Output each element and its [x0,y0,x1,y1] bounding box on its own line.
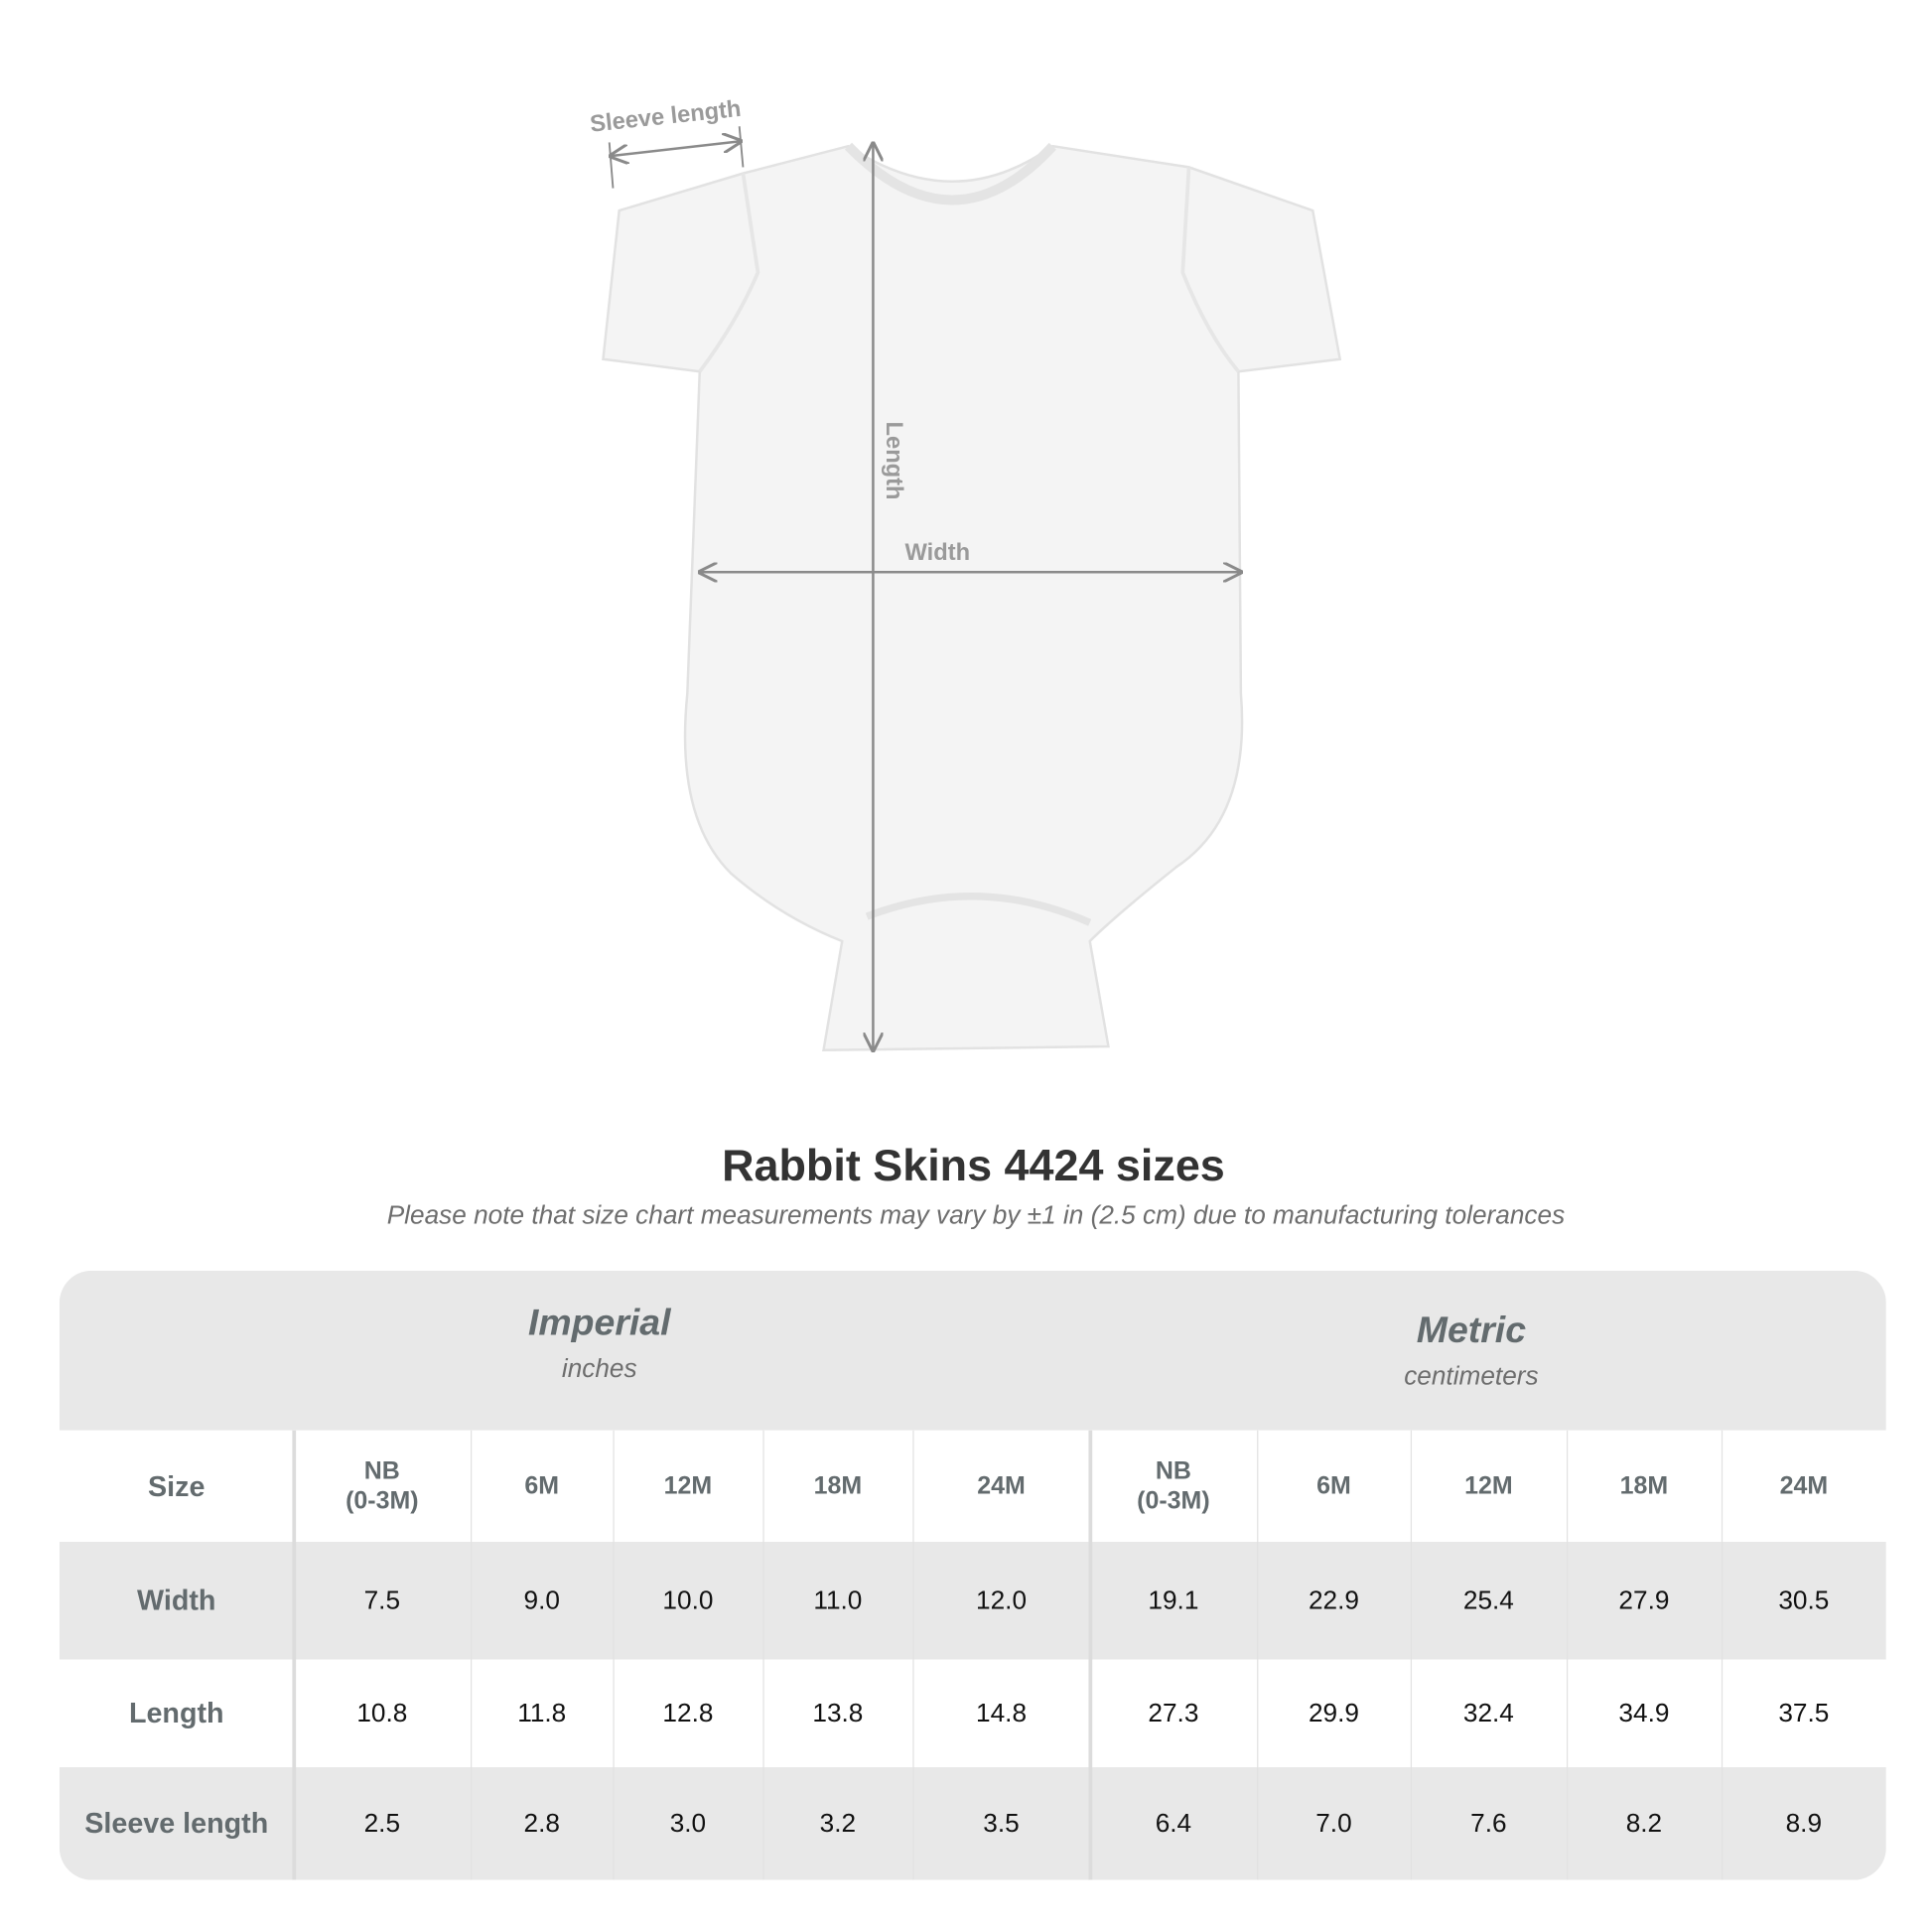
table-row-length: Length 10.8 11.8 12.8 13.8 14.8 27.3 29.9 32.4 34… [59,1659,1886,1768]
table-cell: 27.9 [1618,1586,1670,1614]
table-cell: 2.5 [363,1808,401,1838]
column-divider [1257,1430,1259,1880]
row-label: Width [137,1584,216,1616]
sleeve-length-label: Sleeve length [589,96,743,138]
size-column-header: 18M [813,1472,863,1500]
size-column-header: 6M [1316,1472,1351,1500]
chart-title: Rabbit Skins 4424 sizes [722,1139,1225,1190]
table-cell: 12.0 [976,1586,1028,1614]
size-column-header: 12M [1464,1472,1513,1500]
onesie-diagram: Sleeve length Length Width [589,96,1342,1090]
table-row-sleeve-length: Sleeve length 2.5 2.8 3.0 3.2 3.5 6.4 7.0 7.6 8.2… [59,1767,1886,1880]
size-column-header: 24M [1779,1472,1829,1500]
table-cell: 25.4 [1462,1586,1514,1614]
table-cell: 13.8 [812,1698,864,1727]
metric-header: Metric centimeters [1286,1311,1657,1392]
table-cell: 12.8 [662,1698,714,1727]
table-cell: 11.8 [517,1698,567,1727]
unit-header: Imperial inches Metric centimeters [59,1270,1886,1431]
imperial-title: Imperial [527,1303,671,1344]
table-cell: 6.4 [1155,1808,1192,1838]
row-label: Sleeve length [84,1806,269,1840]
table-cell: 8.9 [1785,1808,1823,1838]
size-column-header: 6M [524,1472,560,1500]
table-cell: 8.2 [1625,1808,1663,1838]
column-divider [613,1430,615,1880]
column-divider [912,1430,914,1880]
size-header-row: Size NB (0-3M) 6M 12M 18M 24M NB (0-3M) 6M 12M 18… [59,1430,1886,1543]
size-column-header: 18M [1619,1472,1669,1500]
table-cell: 7.0 [1315,1808,1352,1838]
table-cell: 14.8 [976,1698,1028,1727]
table-cell: 7.5 [363,1586,401,1614]
onesie-shape [602,142,1342,1052]
metric-title: Metric [1416,1310,1527,1351]
table-cell: 27.3 [1148,1698,1199,1727]
size-column-header: NB (0-3M) [345,1457,419,1515]
column-divider [762,1430,764,1880]
column-divider [1566,1430,1569,1880]
imperial-header: Imperial inches [414,1303,785,1384]
size-table: Imperial inches Metric centimeters Size N… [59,1270,1886,1880]
table-cell: 11.0 [813,1586,863,1614]
table-cell: 3.0 [669,1808,707,1838]
metric-unit: centimeters [1404,1362,1539,1391]
table-cell: 29.9 [1308,1698,1359,1727]
column-divider [471,1430,473,1880]
table-cell: 3.2 [819,1808,857,1838]
row-label: Length [128,1696,224,1729]
column-divider [1088,1430,1093,1880]
table-cell: 19.1 [1148,1586,1199,1614]
sleeve-length-arrow [611,141,741,156]
table-cell: 22.9 [1308,1586,1359,1614]
tolerance-note: Please note that size chart measurements… [386,1200,1566,1230]
table-cell: 34.9 [1618,1698,1670,1727]
imperial-unit: inches [561,1354,637,1384]
length-label: Length [881,422,906,500]
table-cell: 32.4 [1462,1698,1514,1727]
size-column-header: NB (0-3M) [1137,1457,1210,1515]
table-cell: 10.0 [662,1586,714,1614]
table-cell: 3.5 [983,1808,1020,1838]
column-divider [1410,1430,1413,1880]
size-label: Size [148,1469,206,1502]
table-cell: 7.6 [1470,1808,1507,1838]
column-divider [292,1430,297,1880]
size-column-header: 24M [977,1472,1026,1500]
table-cell: 10.8 [356,1698,408,1727]
size-column-header: 12M [663,1472,713,1500]
table-row-width: Width 7.5 9.0 10.0 11.0 12.0 19.1 22.9 25.4 27.9 3… [59,1542,1886,1660]
table-cell: 37.5 [1778,1698,1830,1727]
table-cell: 30.5 [1778,1586,1830,1614]
table-cell: 9.0 [523,1586,560,1614]
column-divider [1721,1430,1724,1880]
table-cell: 2.8 [523,1808,560,1838]
width-label: Width [905,540,971,566]
